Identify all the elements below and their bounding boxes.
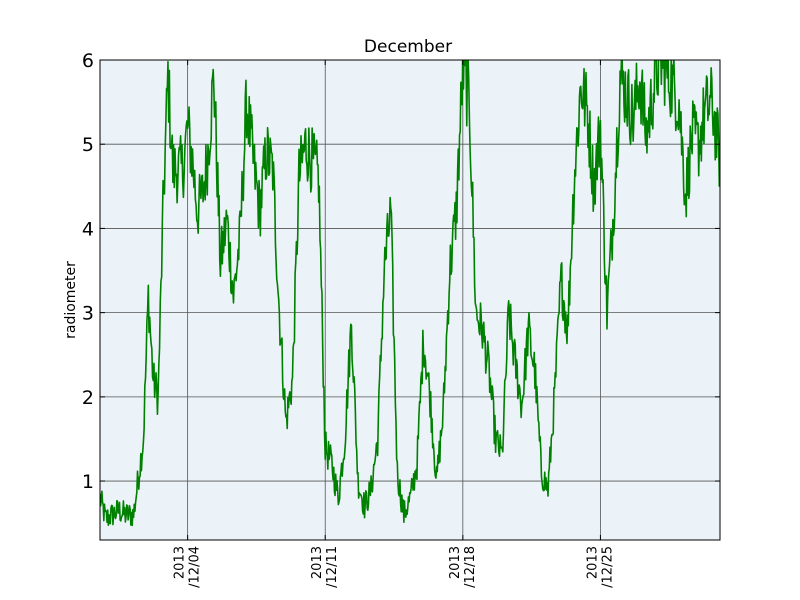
xtick-label-date: /12/18: [463, 546, 478, 588]
ytick-label-2: 2: [82, 387, 94, 409]
xtick-label-date: /12/25: [600, 546, 615, 588]
chart-title: December: [364, 37, 452, 57]
plot-area: [100, 60, 720, 540]
series-line-0: [100, 60, 720, 527]
plot-frame: [99, 59, 721, 541]
xtick-label-year: 2013: [448, 546, 463, 579]
ticks: [100, 59, 720, 540]
xtick-label-year: 2013: [173, 546, 188, 579]
xtick-label-year: 2013: [310, 546, 325, 579]
xtick-label-date: /12/11: [325, 546, 340, 588]
ytick-label-1: 1: [82, 471, 94, 493]
xtick-label-2: 2013/12/18: [448, 546, 478, 588]
xtick-label-1: 2013/12/11: [310, 546, 340, 588]
ytick-label-6: 6: [82, 50, 94, 72]
xtick-label-year: 2013: [585, 546, 600, 579]
series-layer: [100, 60, 720, 527]
xtick-label-0: 2013/12/04: [173, 546, 203, 588]
xtick-label-date: /12/04: [188, 546, 203, 588]
ytick-label-3: 3: [82, 303, 94, 325]
ytick-label-4: 4: [82, 218, 94, 240]
xtick-label-3: 2013/12/25: [585, 546, 615, 588]
ytick-label-5: 5: [82, 134, 94, 156]
y-axis-label: radiometer: [63, 261, 79, 339]
